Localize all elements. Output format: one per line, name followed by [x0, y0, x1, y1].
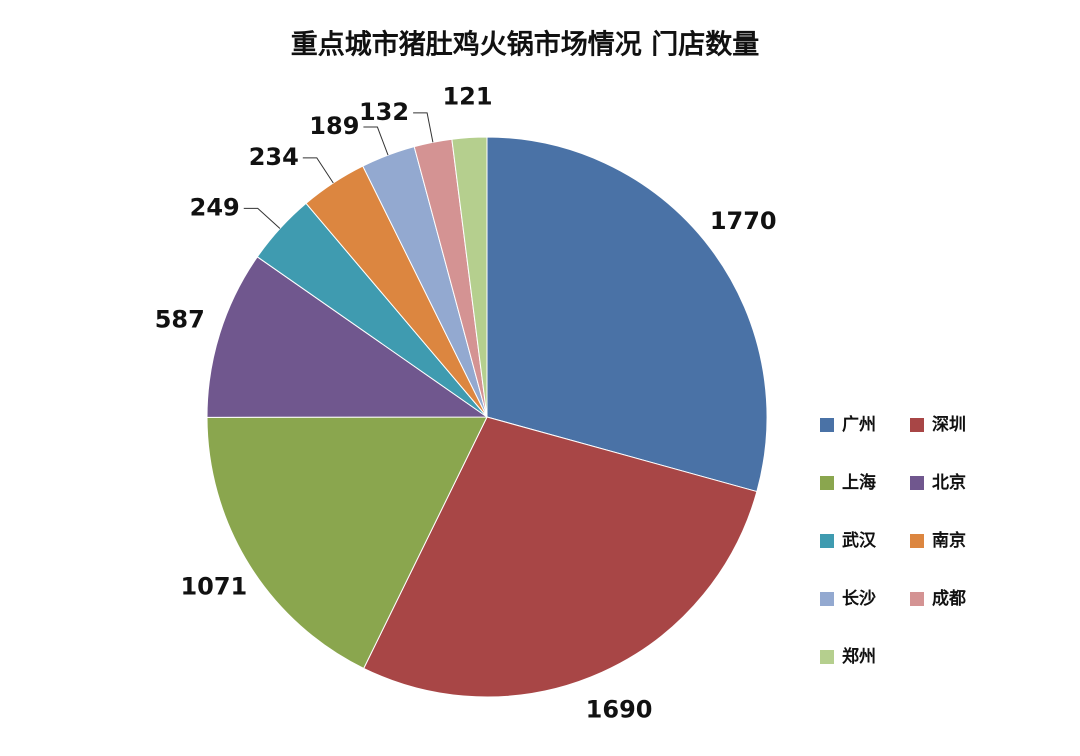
- legend-label: 郑州: [842, 646, 876, 667]
- data-label: 132: [359, 98, 409, 126]
- pie-slice: [206, 256, 489, 418]
- pie-slice: [206, 416, 488, 670]
- legend-label: 成都: [932, 588, 966, 609]
- legend-label: 北京: [932, 472, 966, 493]
- legend-label: 武汉: [842, 530, 877, 551]
- pie-slice: [486, 136, 768, 493]
- leader-line: [243, 207, 281, 229]
- legend-label: 上海: [842, 472, 876, 493]
- data-label: 234: [249, 143, 299, 171]
- data-label: 587: [155, 306, 205, 334]
- pie-slice: [451, 136, 488, 418]
- legend-swatch: [910, 592, 924, 606]
- data-label: 1071: [180, 573, 247, 601]
- legend-swatch: [820, 476, 834, 490]
- legend-swatch: [820, 592, 834, 606]
- data-label: 1690: [586, 696, 653, 724]
- data-label: 189: [309, 112, 359, 140]
- pie-slice: [363, 416, 758, 698]
- leader-line: [363, 126, 389, 156]
- legend-swatch: [910, 534, 924, 548]
- legend-label: 南京: [932, 530, 966, 551]
- legend-swatch: [910, 418, 924, 432]
- chart-title: 重点城市猪肚鸡火锅市场情况 门店数量: [291, 29, 759, 61]
- legend-swatch: [910, 476, 924, 490]
- legend-label: 长沙: [842, 588, 876, 609]
- legend-swatch: [820, 418, 834, 432]
- leader-line: [302, 157, 334, 184]
- legend-swatch: [820, 534, 834, 548]
- legend-label: 深圳: [932, 414, 966, 435]
- legend-label: 广州: [842, 414, 876, 435]
- legend-swatch: [820, 650, 834, 664]
- data-label: 1770: [710, 207, 777, 235]
- data-label: 121: [442, 83, 492, 111]
- leader-line: [413, 112, 434, 143]
- data-label: 249: [190, 193, 240, 221]
